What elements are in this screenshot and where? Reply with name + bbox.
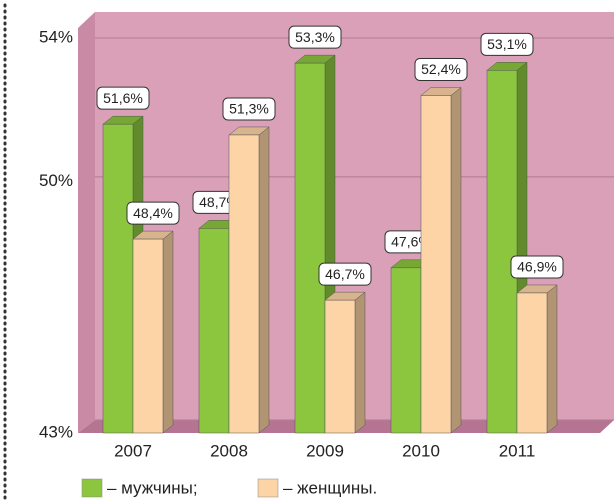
value-label-box: [480, 32, 534, 56]
bar: [516, 292, 548, 434]
value-label: 46,7%: [325, 266, 365, 282]
bar: [324, 299, 356, 434]
value-label: 48,4%: [133, 205, 173, 221]
value-label: 51,6%: [103, 90, 143, 106]
value-label: 46,9%: [517, 259, 557, 275]
x-tick-label: 2011: [499, 441, 536, 460]
value-label: 53,3%: [295, 29, 335, 45]
bar-side: [450, 86, 462, 434]
x-tick-label: 2008: [210, 441, 248, 460]
value-label-box: [96, 86, 150, 110]
value-label: 51,3%: [229, 101, 269, 117]
bar: [486, 70, 518, 434]
value-label-box: [414, 57, 468, 81]
bar: [294, 62, 326, 434]
legend-label: – мужчины;: [107, 478, 198, 497]
bar: [198, 228, 230, 434]
value-label-box: [318, 262, 372, 286]
bar: [390, 267, 422, 434]
legend-swatch: [257, 478, 279, 498]
value-label-box: [288, 25, 342, 49]
legend-swatch: [81, 478, 103, 498]
x-tick-label: 2009: [306, 441, 344, 460]
value-label: 52,4%: [421, 61, 461, 77]
bar-side: [354, 291, 366, 434]
y-tick-label: 54%: [39, 27, 73, 46]
side-wall: [78, 12, 95, 433]
bar: [102, 123, 134, 434]
x-tick-label: 2007: [114, 441, 152, 460]
legend-label: – женщины.: [283, 478, 377, 497]
bar: [132, 238, 164, 434]
bar-side: [258, 126, 270, 434]
value-label-box: [510, 255, 564, 279]
bar-side: [546, 284, 558, 434]
value-label-box: [222, 97, 276, 121]
bar: [420, 95, 452, 434]
x-tick-label: 2010: [402, 441, 440, 460]
bar-side: [162, 230, 174, 434]
y-tick-label: 43%: [39, 422, 73, 441]
value-label: 53,1%: [487, 36, 527, 52]
y-tick-label: 50%: [39, 171, 73, 190]
value-label-box: [126, 201, 180, 225]
bar: [228, 134, 260, 434]
